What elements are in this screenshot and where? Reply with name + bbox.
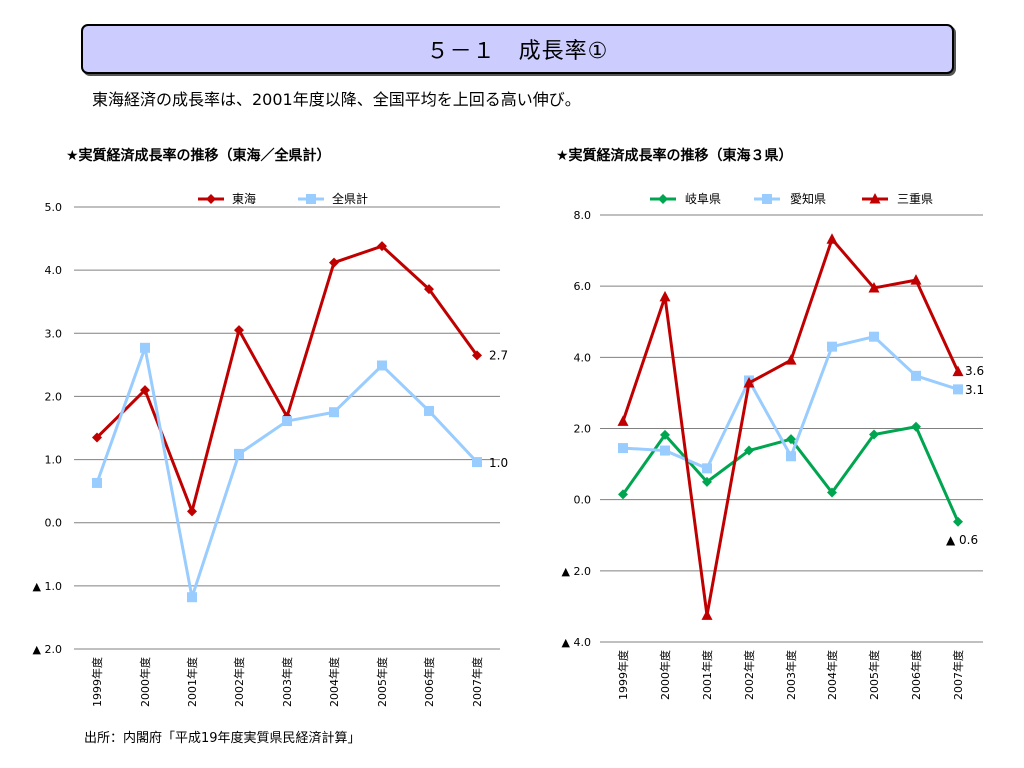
lead-text: 東海経済の成長率は、2001年度以降、全国平均を上回る高い伸び。 (92, 90, 581, 109)
chart1-series-0-point (827, 487, 837, 498)
chart0-xtick-label: 2003年度 (280, 657, 294, 707)
chart1-ytick-label: 8.0 (574, 209, 592, 222)
chart0-series-line-1 (95, 346, 479, 599)
chart0-series-1-point (377, 360, 387, 371)
source-note: 出所：内閣府「平成19年度実質県民経済計算」 (84, 731, 361, 746)
chart0-xtick-label: 2001年度 (185, 657, 199, 707)
chart0-xtick-label: 2002年度 (232, 657, 246, 707)
chart0-series-1-point (140, 342, 150, 353)
chart1-ytick-label: 0.0 (574, 494, 592, 507)
chart1-series-2-point (826, 233, 838, 244)
chart1-legend-marker-1 (762, 194, 772, 204)
chart0-xtick-label: 2004年度 (327, 657, 341, 707)
chart0-series-1-point (92, 477, 102, 488)
chart0-ytick-label: 3.0 (45, 327, 63, 340)
chart1-series-1-point (660, 445, 670, 456)
chart0-series-0-end-label: 2.7 (489, 348, 508, 362)
chart1-series-1-point (827, 341, 837, 352)
chart1-series-0-point (618, 489, 628, 500)
chart0-series-0-point (92, 432, 102, 443)
chart1-series-0-point (786, 434, 796, 445)
chart0-xtick-label: 2007年度 (470, 657, 484, 707)
chart1-series-1-point (786, 451, 796, 462)
chart0-series-0-point (377, 241, 387, 252)
chart0-xtick-label: 2006年度 (422, 657, 436, 707)
chart1-xtick-label: 2005年度 (867, 650, 881, 700)
chart1-series-1-point (869, 331, 879, 342)
chart1-series-0-end-label: ▲ 0.6 (946, 533, 978, 547)
chart1-legend-label-2: 三重県 (897, 192, 933, 206)
chart1-series-1-point (618, 443, 628, 454)
chart0-ytick-label: ▲ 1.0 (33, 580, 62, 593)
chart1-series-2-point (785, 354, 797, 365)
chart0-legend-marker-0 (206, 194, 216, 204)
chart0-xtick-label: 2000年度 (138, 657, 152, 707)
chart0-series-0-point (140, 385, 150, 396)
chart1-xtick-label: 2007年度 (951, 650, 965, 700)
chart1-ytick-label: ▲ 2.0 (562, 565, 591, 578)
chart1-ytick-label: 6.0 (574, 280, 592, 293)
chart0-ytick-label: 1.0 (45, 454, 63, 467)
chart0-ytick-label: 5.0 (45, 201, 63, 214)
chart1-ytick-label: ▲ 4.0 (562, 636, 591, 649)
chart1-series-0-point (911, 421, 921, 432)
chart1-series-2-point (868, 281, 880, 293)
chart1-series-0-point (744, 445, 754, 456)
chart0-series-1-point (472, 457, 482, 468)
chart0-series-0-point (329, 257, 339, 268)
chart0-series-1-end-label: 1.0 (489, 456, 508, 470)
chart1-xtick-label: 2000年度 (658, 650, 672, 700)
chart1-series-2-point (952, 365, 964, 377)
chart1-series-0-point (660, 429, 670, 440)
chart1-series-2-point (659, 290, 671, 302)
chart0-series-1-point (424, 405, 434, 416)
chart1-xtick-label: 2003年度 (784, 650, 798, 700)
chart1-xtick-label: 2002年度 (742, 650, 756, 700)
chart1-xtick-label: 1999年度 (616, 650, 630, 700)
chart0-series-line-0 (95, 244, 479, 513)
chart-right-title: ★実質経済成長率の推移（東海３県） (556, 148, 793, 164)
chart0-legend-marker-1 (306, 194, 316, 204)
chart0-series-0-point (187, 506, 197, 517)
chart0-ytick-label: 4.0 (45, 264, 63, 277)
chart1-xtick-label: 2004年度 (825, 650, 839, 700)
chart1-ytick-label: 4.0 (574, 351, 592, 364)
chart1-series-2-end-label: 3.6 (965, 364, 984, 378)
chart1-series-2-point (617, 415, 629, 426)
chart0-series-0-point (234, 325, 244, 336)
chart1-series-1-point (953, 384, 963, 395)
chart1-ytick-label: 2.0 (574, 423, 592, 436)
chart0-legend-label-0: 東海 (232, 191, 256, 206)
chart0-series-1-point (282, 416, 292, 427)
chart1-legend-marker-0 (658, 194, 668, 204)
chart1-series-1-point (702, 463, 712, 474)
chart1-legend-marker-2 (869, 193, 881, 204)
chart0-series-1-point (329, 407, 339, 418)
chart1-series-2-point (910, 274, 922, 285)
chart1-series-1-point (911, 370, 921, 381)
chart1-legend-label-1: 愛知県 (790, 192, 826, 206)
chart0-series-0-point (424, 284, 434, 295)
chart0-series-1-point (234, 448, 244, 459)
chart1-series-0-point (953, 516, 963, 527)
page-title: ５－１ 成長率① (81, 24, 954, 74)
chart1-legend-label-0: 岐阜県 (685, 192, 721, 206)
chart1-series-0-point (702, 476, 712, 487)
chart0-series-1-point (187, 592, 197, 603)
chart0-xtick-label: 2005年度 (375, 657, 389, 707)
chart0-xtick-label: 1999年度 (90, 657, 104, 707)
chart1-series-0-point (869, 429, 879, 440)
chart1-series-1-end-label: 3.1 (965, 383, 984, 397)
chart1-series-2-point (743, 376, 755, 388)
chart0-legend-label-1: 全県計 (332, 191, 368, 206)
chart-left-title: ★実質経済成長率の推移（東海／全県計） (66, 148, 331, 164)
chart1-xtick-label: 2001年度 (700, 650, 714, 700)
chart0-series-0-point (472, 350, 482, 361)
chart1-xtick-label: 2006年度 (909, 650, 923, 700)
chart0-ytick-label: 2.0 (45, 390, 63, 403)
chart1-series-2-point (701, 609, 713, 620)
chart0-ytick-label: 0.0 (45, 517, 63, 530)
chart0-ytick-label: ▲ 2.0 (33, 643, 62, 656)
